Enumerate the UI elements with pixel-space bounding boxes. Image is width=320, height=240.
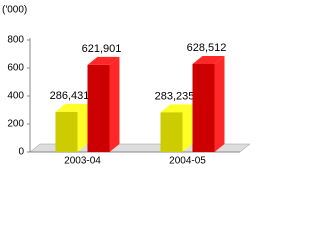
bar <box>192 56 225 153</box>
bar-face <box>192 56 225 65</box>
bar-face <box>160 104 193 113</box>
y-tick-label: 200 <box>7 119 24 130</box>
bar <box>55 103 88 152</box>
y-tick-label: 800 <box>7 35 24 46</box>
bar-face <box>55 103 88 112</box>
value-label: 286,431 <box>50 90 90 102</box>
bar-face <box>192 64 215 152</box>
bar-face <box>55 111 78 152</box>
bar-face <box>109 56 120 152</box>
chart: ('000) 0 200 400 600 800 2003-04 286,431 621,90… <box>2 5 251 167</box>
bar <box>160 104 193 152</box>
value-label: 628,512 <box>187 42 227 54</box>
bar <box>87 56 120 152</box>
y-tick-label: 600 <box>7 63 24 74</box>
y-tick-label: 400 <box>7 91 24 102</box>
bar-face <box>214 56 225 153</box>
y-tick-label: 0 <box>18 147 24 158</box>
bar-face <box>182 104 193 152</box>
y-axis-label: ('000) <box>2 5 27 16</box>
bar-face <box>87 56 120 65</box>
bar-face <box>87 64 110 152</box>
value-label: 283,235 <box>155 90 195 102</box>
value-label: 621,901 <box>82 43 122 55</box>
x-tick-label: 2003-04 <box>64 156 101 167</box>
bar-face <box>160 112 183 152</box>
x-tick-label: 2004-05 <box>169 156 206 167</box>
bar-face <box>77 103 88 152</box>
